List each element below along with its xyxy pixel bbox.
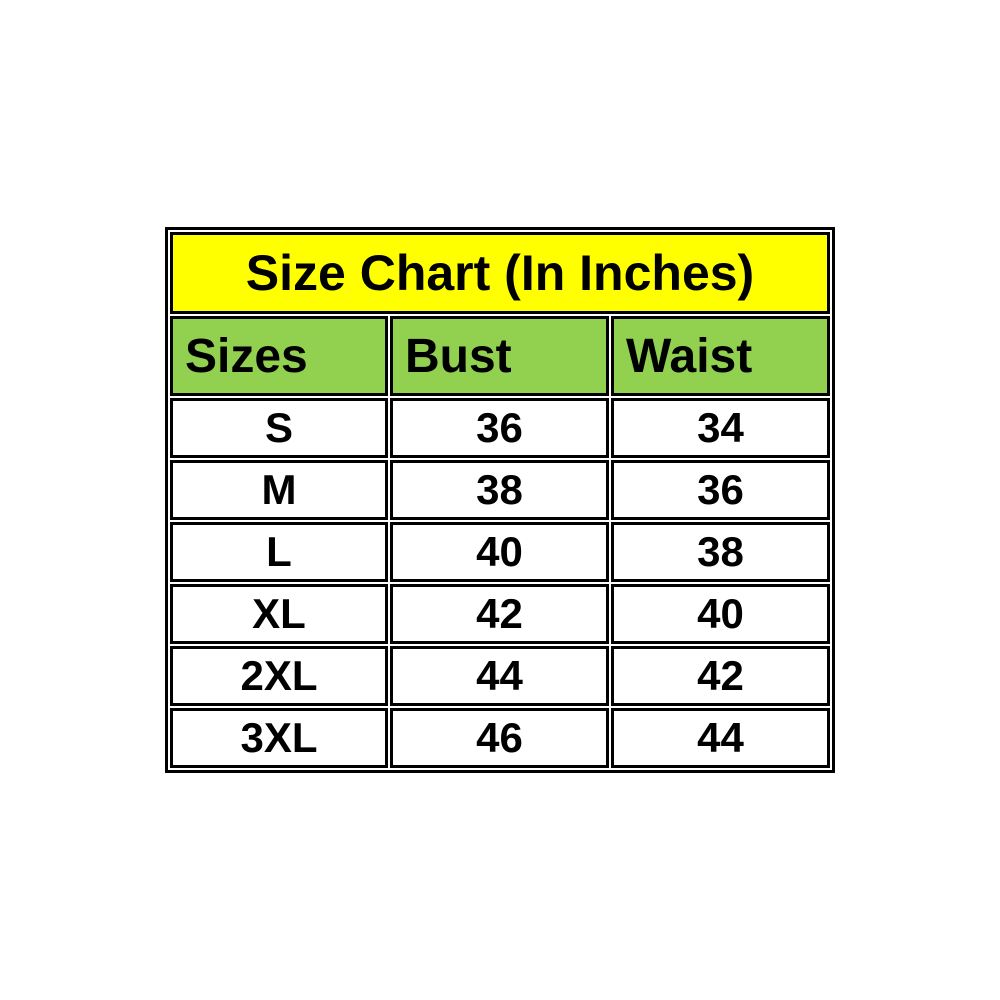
measurement-cell: 34 bbox=[611, 398, 830, 458]
table-row: L 40 38 bbox=[170, 522, 830, 582]
column-header-waist: Waist bbox=[611, 316, 830, 396]
measurement-cell: 44 bbox=[611, 708, 830, 768]
measurement-cell: 42 bbox=[611, 646, 830, 706]
measurement-cell: 36 bbox=[611, 460, 830, 520]
size-label-cell: L bbox=[170, 522, 388, 582]
measurement-cell: 40 bbox=[611, 584, 830, 644]
size-label-cell: XL bbox=[170, 584, 388, 644]
size-label-cell: 3XL bbox=[170, 708, 388, 768]
table-title: Size Chart (In Inches) bbox=[170, 232, 830, 314]
table-row: 2XL 44 42 bbox=[170, 646, 830, 706]
measurement-cell: 42 bbox=[390, 584, 609, 644]
size-chart-head: Size Chart (In Inches) Sizes Bust Waist bbox=[170, 232, 830, 396]
column-header-bust: Bust bbox=[390, 316, 609, 396]
column-header-sizes: Sizes bbox=[170, 316, 388, 396]
measurement-cell: 36 bbox=[390, 398, 609, 458]
size-label-cell: M bbox=[170, 460, 388, 520]
table-row: S 36 34 bbox=[170, 398, 830, 458]
measurement-cell: 44 bbox=[390, 646, 609, 706]
size-label-cell: 2XL bbox=[170, 646, 388, 706]
table-row: 3XL 46 44 bbox=[170, 708, 830, 768]
size-chart-body: S 36 34 M 38 36 L 40 38 XL 42 40 2XL 44 42 3XL 46 44 bbox=[170, 398, 830, 768]
measurement-cell: 38 bbox=[611, 522, 830, 582]
table-row: M 38 36 bbox=[170, 460, 830, 520]
measurement-cell: 40 bbox=[390, 522, 609, 582]
measurement-cell: 46 bbox=[390, 708, 609, 768]
measurement-cell: 38 bbox=[390, 460, 609, 520]
size-label-cell: S bbox=[170, 398, 388, 458]
title-row: Size Chart (In Inches) bbox=[170, 232, 830, 314]
column-header-row: Sizes Bust Waist bbox=[170, 316, 830, 396]
table-row: XL 42 40 bbox=[170, 584, 830, 644]
